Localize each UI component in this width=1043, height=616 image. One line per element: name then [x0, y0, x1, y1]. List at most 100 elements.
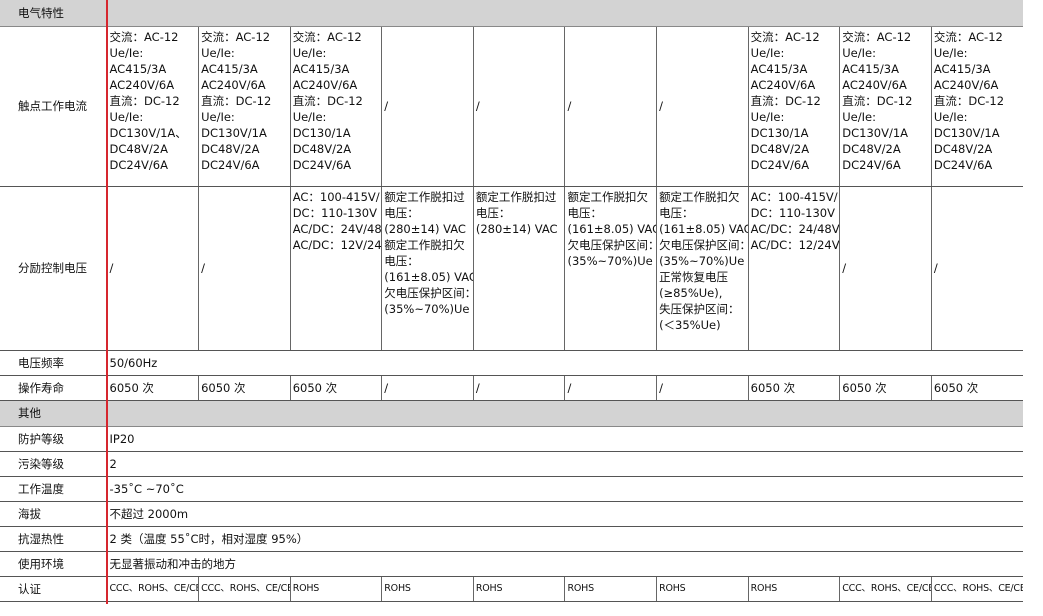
cell-line: DC130/1A — [750, 125, 809, 140]
section-title: 其他 — [0, 400, 1023, 427]
cell-line: DC130V/1A — [201, 125, 267, 140]
cell-line: / — [475, 99, 480, 113]
cell-line: DC130V/1A、 — [109, 125, 187, 140]
cell-line: AC415/3A — [842, 61, 899, 76]
cell: / — [472, 26, 565, 187]
row-value: 不超过 2000m — [106, 501, 1023, 527]
cell-line: ROHS — [659, 582, 686, 594]
cell: ROHS — [564, 576, 657, 602]
cell: / — [472, 375, 565, 401]
cell-line: (35%~70%)Ue — [384, 301, 470, 316]
cell-line: 直流：DC-12 — [109, 93, 180, 108]
cell: 额定工作脱扣过 电压： (280±14) VAC — [472, 186, 565, 351]
cell-line: AC240V/6A — [292, 77, 358, 92]
cell-line: 交流：AC-12 — [842, 29, 912, 44]
cell-line: AC415/3A — [750, 61, 808, 76]
cell-line: AC240V/6A — [842, 77, 907, 92]
cell-line: Ue/Ie: — [292, 45, 327, 60]
cell-line: AC：100-415V/ — [750, 189, 838, 204]
cell-line: 直流：DC-12 — [292, 93, 363, 108]
cell-line: Ue/Ie: — [109, 45, 144, 60]
cell-line: AC415/3A — [292, 61, 350, 76]
cell-line: AC240V/6A — [933, 77, 999, 92]
cell-line: (161±8.05) VAC — [659, 221, 749, 236]
spec-row: 海拔 不超过 2000m — [0, 501, 1023, 527]
row-value: 50/60Hz — [106, 350, 1023, 376]
cell-line: 正常恢复电压 — [659, 269, 729, 284]
cell-line: ROHS — [475, 582, 503, 594]
cell: 交流：AC-12 Ue/Ie: AC415/3A AC240V/6A 直流：DC-12 U… — [289, 26, 382, 187]
cell-line: 交流：AC-12 — [201, 29, 271, 44]
cell-line: CCC、ROHS、CE/CB — [109, 582, 199, 594]
cell-line: AC240V/6A — [750, 77, 816, 92]
cell-line: DC48V/2A — [933, 141, 993, 156]
cell-line: 交流：AC-12 — [292, 29, 362, 44]
cell-line: DC48V/2A — [842, 141, 901, 156]
cell-line: 额定工作脱扣过 — [475, 189, 557, 204]
divider — [106, 0, 108, 604]
cell: CCC、ROHS、CE/CB — [839, 576, 932, 602]
cell: / — [106, 186, 199, 351]
cell: ROHS — [472, 576, 565, 602]
cell-line: / — [201, 261, 205, 275]
cell-line: 6050 次 — [842, 380, 887, 395]
cell: CCC、ROHS、CE/CB — [198, 576, 291, 602]
cell-line: 6050 次 — [933, 380, 979, 395]
cell-line: AC/DC：12/24V — [750, 237, 840, 252]
cell-line: ROHS — [292, 582, 320, 594]
cell-line: Ue/Ie: — [842, 109, 876, 124]
cell-line: CCC、ROHS、CE/CB — [201, 582, 291, 594]
spec-row: 使用环境 无显著振动和冲击的地方 — [0, 551, 1023, 577]
cell-line: Ue/Ie: — [842, 45, 876, 60]
cell-line: (280±14) VAC — [475, 221, 558, 236]
spec-row: 电压频率 50/60Hz — [0, 350, 1023, 376]
cell-line: 电压： — [384, 253, 419, 268]
cell-line: 欠电压保护区间： — [659, 237, 749, 252]
cell-line: CCC、ROHS、CE/CB — [933, 582, 1023, 594]
cell: / — [564, 26, 657, 187]
row-label: 电压频率 — [0, 350, 107, 376]
cell: 6050 次 — [930, 375, 1023, 401]
cell-line: 直流：DC-12 — [933, 93, 1005, 108]
cell-line: 交流：AC-12 — [933, 29, 1003, 44]
cell-line: 额定工作脱扣欠 — [567, 189, 648, 204]
cell: 交流：AC-12 Ue/Ie: AC415/3A AC240V/6A 直流：DC-12 U… — [839, 26, 932, 187]
cell-line: 6050 次 — [201, 380, 246, 395]
cell: / — [930, 186, 1023, 351]
cell-line: AC415/3A — [109, 61, 167, 76]
cell-line: AC/DC：24V/48V — [292, 221, 382, 236]
cell-line: (161±8.05) VAC — [384, 269, 474, 284]
cell-line: Ue/Ie: — [933, 45, 968, 60]
cell-line: 电压： — [567, 205, 602, 220]
cell-line: / — [384, 380, 389, 395]
cell: ROHS — [747, 576, 840, 602]
cell-line: / — [659, 99, 663, 113]
cell-line: AC415/3A — [933, 61, 991, 76]
cell-line: Ue/Ie: — [750, 45, 785, 60]
cell-line: Ue/Ie: — [201, 45, 235, 60]
row-value: 无显著振动和冲击的地方 — [106, 551, 1023, 577]
cell: ROHS — [289, 576, 382, 602]
cell: 交流：AC-12 Ue/Ie: AC415/3A AC240V/6A 直流：DC-12 U… — [747, 26, 840, 187]
row-value: IP20 — [106, 426, 1023, 452]
section-row: 电气特性 — [0, 0, 1023, 27]
row-label: 海拔 — [0, 501, 107, 527]
cell-line: DC24V/6A — [292, 157, 352, 172]
row-label: 抗湿热性 — [0, 526, 107, 552]
cell-line: AC/DC：12V/24V — [292, 237, 382, 252]
cell-line: DC48V/2A — [109, 141, 168, 156]
cell-line: (280±14) VAC — [384, 221, 466, 236]
cell: 额定工作脱扣欠 电压： (161±8.05) VAC 欠电压保护区间： (35%~70%… — [564, 186, 657, 351]
cell: / — [564, 375, 657, 401]
cell: CCC、ROHS、CE/CB — [106, 576, 199, 602]
cell-line: / — [567, 99, 572, 113]
cell: AC：100-415V/DC：110-130V AC/DC：24/48V AC/DC… — [747, 186, 840, 351]
spec-row: 认证 CCC、ROHS、CE/CB CCC、ROHS、CE/CB ROHS ROHS RO… — [0, 576, 1023, 602]
cell-line: ROHS — [750, 582, 778, 594]
cell-line: Ue/Ie: — [933, 109, 968, 124]
row-value: -35˚C ~70˚C — [106, 476, 1023, 502]
cell-line: 额定工作脱扣过 — [384, 189, 465, 204]
spec-row: 分励控制电压 / / AC：100-415V/DC：110-130V AC/DC：24V… — [0, 186, 1023, 351]
row-label: 工作温度 — [0, 476, 107, 502]
cell: ROHS — [381, 576, 474, 602]
